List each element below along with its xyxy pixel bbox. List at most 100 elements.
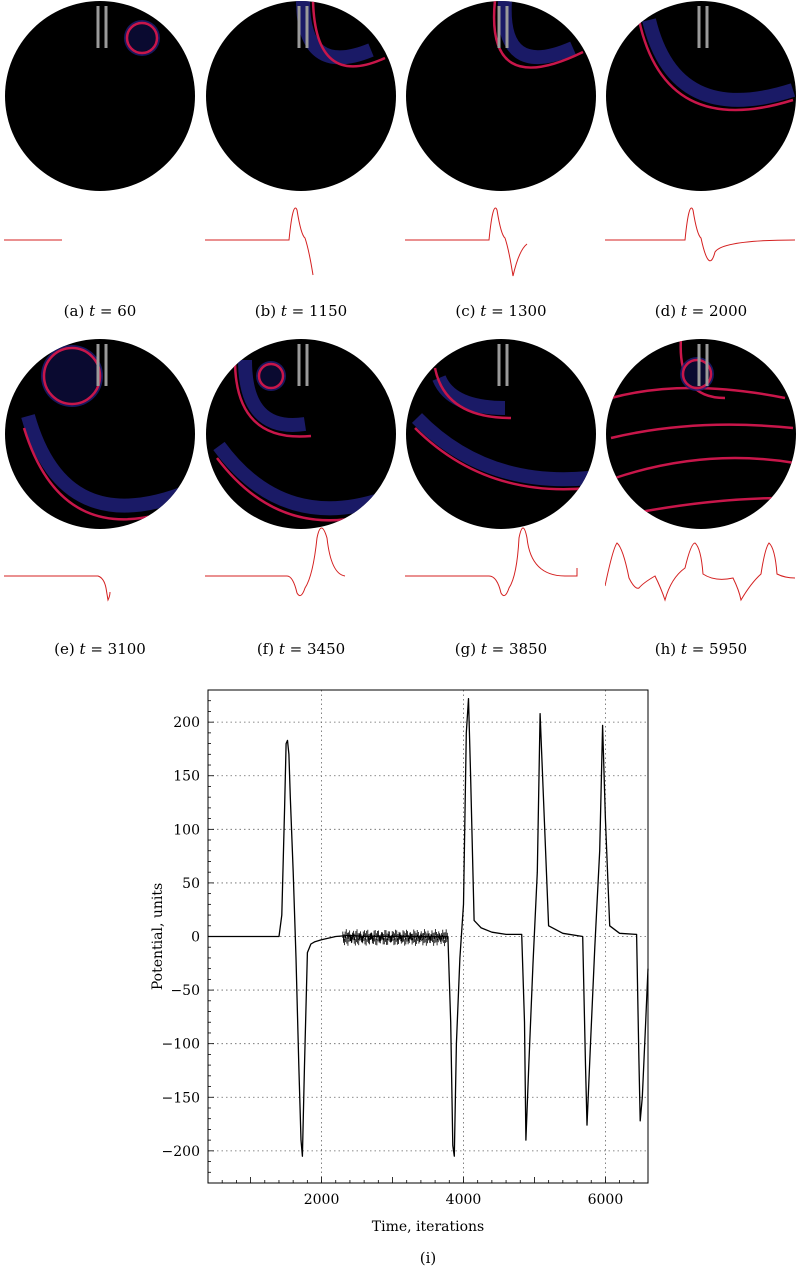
- y-tick-label: 200: [173, 715, 200, 731]
- panel-label: (h): [654, 640, 681, 658]
- y-tick-label: 150: [173, 769, 200, 785]
- tissue-disk: [5, 1, 195, 191]
- wavefront-spot: [125, 21, 159, 55]
- electrode: [505, 344, 509, 386]
- wavefront: [492, 1, 584, 69]
- panel-label: (d): [654, 302, 681, 320]
- panel-caption: (c) t = 1300: [441, 302, 561, 320]
- panel-caption: (b) t = 1150: [241, 302, 361, 320]
- wavefront: [610, 423, 794, 440]
- tissue-disk: [206, 1, 396, 191]
- wavefront-spot: [257, 362, 285, 390]
- time-symbol: t: [79, 640, 86, 658]
- wavefront: [433, 367, 512, 420]
- wavefront-spot: [681, 358, 713, 390]
- y-tick-label: −150: [162, 1090, 200, 1106]
- snapshot-panel: [205, 339, 396, 597]
- potential-trace: [205, 207, 314, 276]
- wavefront: [233, 359, 312, 438]
- wave-tail: [432, 374, 506, 415]
- electrode: [104, 344, 108, 386]
- panel-label: (b): [254, 302, 281, 320]
- wavefront: [634, 496, 786, 515]
- panel-caption: (g) t = 3850: [441, 640, 561, 658]
- noise-texture: [342, 929, 448, 947]
- panel-caption: (f) t = 3450: [241, 640, 361, 658]
- snapshot-panel: [605, 339, 796, 602]
- tissue-disk: [406, 1, 596, 191]
- y-tick-label: −50: [170, 983, 200, 999]
- wave-tail: [238, 359, 307, 432]
- electrode: [705, 344, 709, 386]
- time-symbol: t: [680, 302, 687, 320]
- time-symbol: t: [89, 302, 96, 320]
- electrode: [96, 6, 100, 48]
- wavefront: [311, 1, 386, 68]
- electrode: [697, 344, 701, 386]
- panel-caption: (a) t = 60: [40, 302, 160, 320]
- electrode: [297, 6, 301, 48]
- electrode: [305, 6, 309, 48]
- x-tick-label: 4000: [446, 1192, 482, 1208]
- y-tick-label: 0: [191, 930, 200, 946]
- panel-caption: (h) t = 5950: [641, 640, 761, 658]
- panel-label: (g): [454, 640, 481, 658]
- snapshot-panel: [605, 1, 796, 262]
- electrode: [497, 6, 501, 48]
- panel-time: = 1150: [286, 302, 348, 320]
- potential-trace: [605, 542, 796, 602]
- potential-trace: [405, 527, 578, 597]
- panel-time: = 3100: [85, 640, 146, 658]
- panel-label: (a): [63, 302, 90, 320]
- time-symbol: t: [480, 640, 487, 658]
- panel-time: = 2000: [686, 302, 748, 320]
- wave-tail: [411, 413, 590, 487]
- time-symbol: t: [480, 302, 487, 320]
- electrode: [505, 6, 509, 48]
- time-symbol: t: [280, 302, 287, 320]
- panel-label: (c): [455, 302, 481, 320]
- tissue-disk: [606, 339, 796, 529]
- panel-caption: (e) t = 3100: [40, 640, 160, 658]
- potential-trace: [405, 207, 528, 277]
- chart-panel-label: (i): [420, 1249, 437, 1267]
- electrode: [297, 344, 301, 386]
- wave-tail: [296, 1, 374, 65]
- panel-time: = 1300: [486, 302, 547, 320]
- wavefront-spot: [42, 346, 102, 406]
- electrode: [305, 344, 309, 386]
- snapshot-panel: [405, 1, 596, 277]
- x-axis-label: Time, iterations: [372, 1219, 484, 1235]
- snapshot-panel: [4, 1, 195, 241]
- electrode: [705, 6, 709, 48]
- snapshot-panel: [4, 339, 195, 602]
- electrode: [96, 344, 100, 386]
- y-tick-label: 100: [173, 822, 200, 838]
- wave-tail: [642, 18, 796, 107]
- electrode: [697, 6, 701, 48]
- panel-time: = 3450: [284, 640, 346, 658]
- y-tick-label: −200: [162, 1144, 200, 1160]
- panel-time: = 5950: [686, 640, 748, 658]
- y-tick-label: −100: [162, 1037, 200, 1053]
- snapshot-panel: [405, 339, 596, 597]
- wave-tail: [497, 1, 576, 64]
- electrode: [497, 344, 501, 386]
- wavefront: [637, 19, 794, 112]
- panel-label: (f): [256, 640, 279, 658]
- wave-tail: [21, 414, 195, 513]
- electrode: [104, 6, 108, 48]
- potential-trace: [4, 575, 111, 602]
- y-tick-label: 50: [182, 876, 200, 892]
- x-tick-label: 6000: [588, 1192, 624, 1208]
- y-axis-label: Potential, units: [150, 883, 166, 990]
- wavefront: [614, 456, 796, 480]
- wavefront: [414, 427, 590, 491]
- potential-chart: −200 −150 −100 −50 0 50 100 150 200 2000 4000 6000 T…: [150, 689, 649, 1267]
- panel-caption: (d) t = 2000: [641, 302, 761, 320]
- snapshot-panel: [205, 1, 396, 276]
- time-symbol: t: [278, 640, 285, 658]
- potential-trace: [205, 527, 346, 597]
- panel-time: = 3850: [486, 640, 548, 658]
- panel-label: (e): [54, 640, 80, 658]
